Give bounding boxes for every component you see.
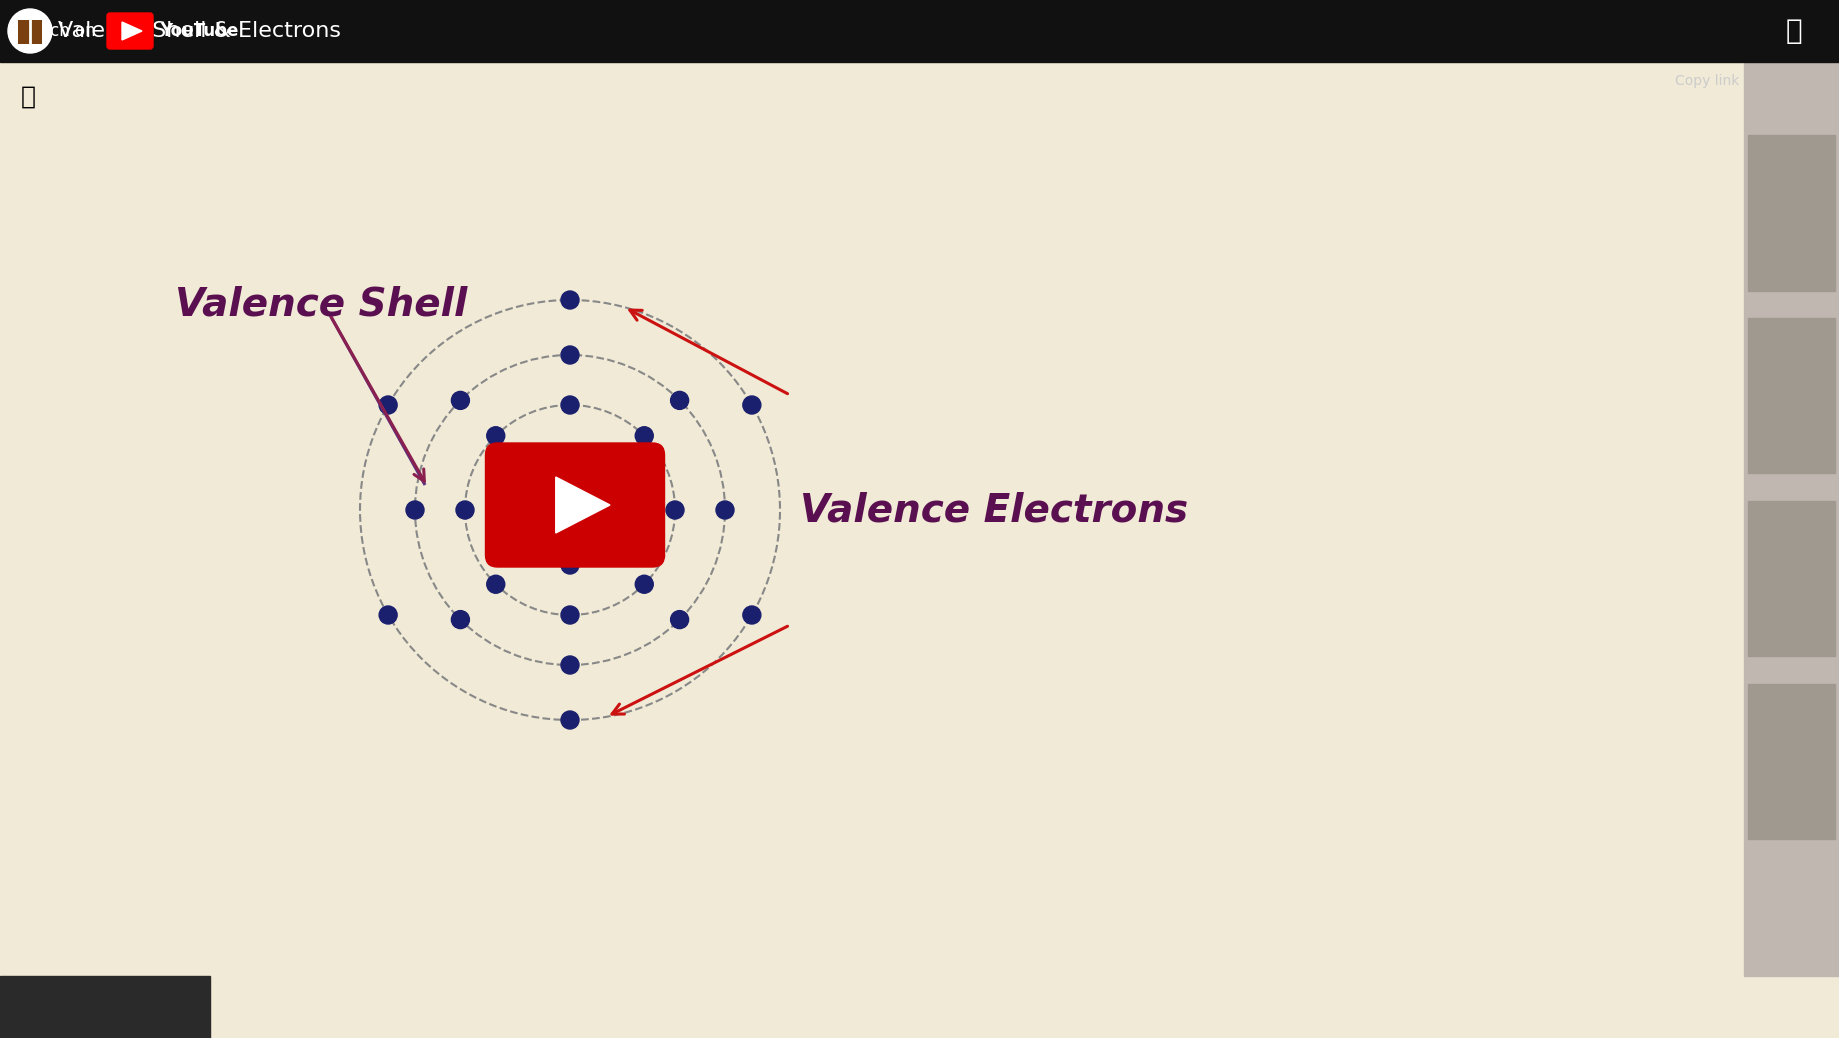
Bar (1749, 683, 1835, 839)
FancyBboxPatch shape (107, 13, 153, 49)
Circle shape (565, 486, 592, 514)
Circle shape (671, 391, 688, 409)
Circle shape (451, 391, 469, 409)
Text: Valence Shell: Valence Shell (175, 286, 467, 324)
Bar (18, 20, 42, 44)
Circle shape (546, 488, 574, 516)
Circle shape (561, 397, 579, 414)
Circle shape (456, 501, 474, 519)
Circle shape (568, 498, 581, 512)
Bar (1749, 500, 1835, 656)
Polygon shape (555, 477, 611, 532)
Circle shape (561, 556, 579, 574)
Text: ⎘: ⎘ (1786, 17, 1802, 45)
Circle shape (379, 397, 397, 414)
Circle shape (555, 496, 585, 524)
Circle shape (557, 498, 570, 512)
Circle shape (561, 291, 579, 309)
Circle shape (634, 427, 653, 444)
Polygon shape (121, 22, 142, 40)
Text: Valence Shell & Electrons: Valence Shell & Electrons (59, 21, 340, 40)
Circle shape (671, 610, 688, 629)
Circle shape (487, 427, 504, 444)
Circle shape (561, 711, 579, 729)
Text: Copy link: Copy link (1675, 74, 1740, 88)
Circle shape (487, 575, 504, 594)
Text: Valence Electrons: Valence Electrons (800, 491, 1188, 529)
Circle shape (379, 606, 397, 624)
Circle shape (666, 501, 684, 519)
Circle shape (561, 346, 579, 364)
Circle shape (561, 606, 579, 624)
Text: Watch on: Watch on (18, 22, 96, 40)
Circle shape (561, 446, 579, 464)
Circle shape (743, 606, 761, 624)
Bar (0, 976, 210, 1038)
Bar (0, 0, 1839, 62)
Circle shape (715, 501, 734, 519)
Circle shape (743, 397, 761, 414)
Bar (1749, 318, 1835, 473)
Text: 📖: 📖 (20, 85, 35, 109)
Bar (1743, 62, 1839, 976)
Circle shape (7, 9, 51, 53)
Circle shape (566, 500, 596, 528)
Circle shape (561, 656, 579, 674)
Circle shape (634, 575, 653, 594)
Text: YouTube: YouTube (160, 22, 239, 40)
FancyBboxPatch shape (485, 443, 664, 567)
Circle shape (552, 506, 579, 534)
Circle shape (406, 501, 425, 519)
Circle shape (451, 610, 469, 629)
Bar (1749, 135, 1835, 291)
